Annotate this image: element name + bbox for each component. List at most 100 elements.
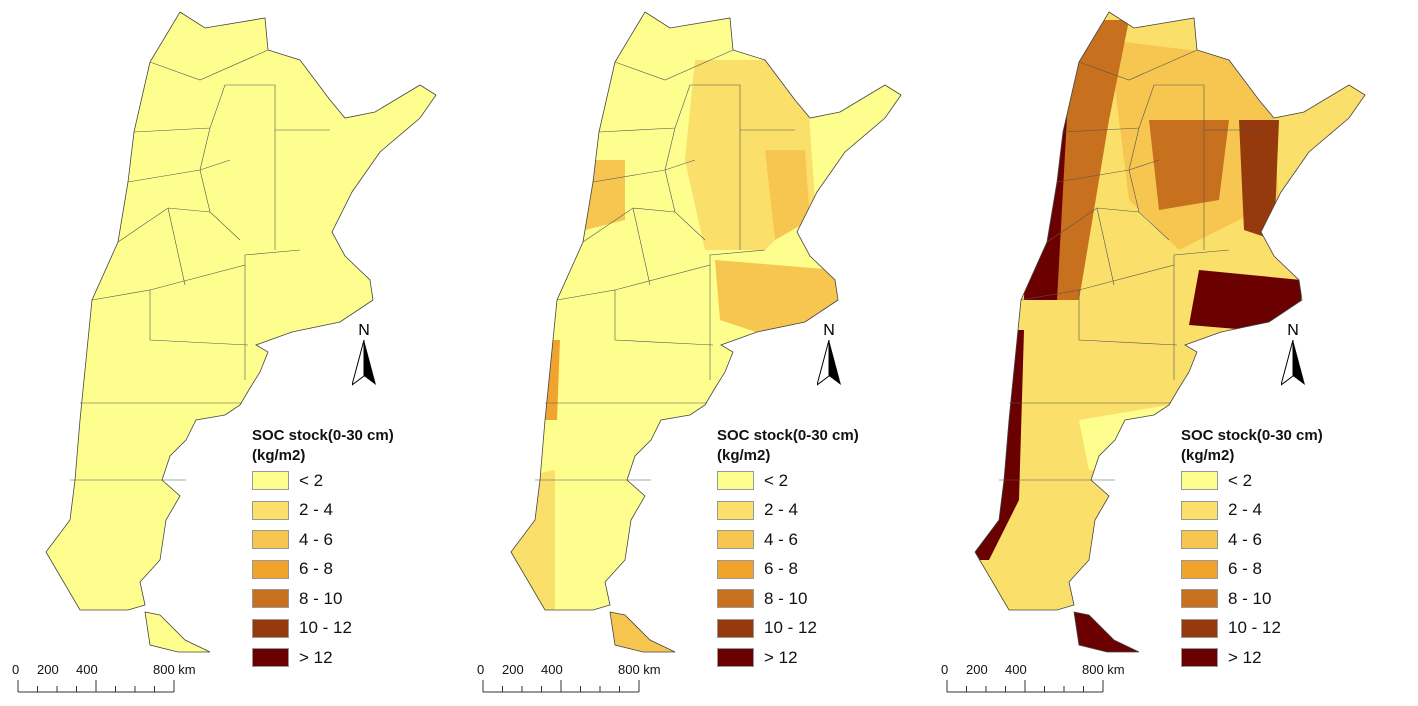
legend-item: 10 - 12 <box>252 614 452 644</box>
legend-swatch <box>717 618 754 638</box>
north-arrow-icon <box>351 339 376 387</box>
soc-region <box>1239 120 1279 240</box>
scale-bar: 0 200 400 800 km <box>8 660 228 700</box>
province-boundary <box>167 207 186 286</box>
scale-label: 0 <box>477 662 485 677</box>
north-arrow: N <box>351 322 376 395</box>
scale-label: 200 <box>502 662 524 677</box>
legend-label: > 12 <box>764 647 798 667</box>
legend-units: (kg/m2) <box>717 447 771 464</box>
legend-swatch <box>1181 618 1218 638</box>
legend-label: 8 - 10 <box>764 588 808 608</box>
legend-label: 2 - 4 <box>764 500 799 520</box>
province-boundary <box>664 127 706 241</box>
soc-region <box>765 150 810 240</box>
scale-label: 400 <box>1005 662 1027 677</box>
scale-label: 800 km <box>618 662 661 677</box>
legend-title: SOC stock(0-30 cm) <box>1181 427 1323 444</box>
legend-item: 2 - 4 <box>717 496 917 526</box>
scale-label: 0 <box>12 662 20 677</box>
legend-swatch <box>252 559 289 579</box>
soc-region <box>715 260 837 335</box>
legend-swatch <box>252 618 289 638</box>
legend-item: 2 - 4 <box>1181 496 1381 526</box>
legend-item: 10 - 12 <box>1181 614 1381 644</box>
scale-label: 800 km <box>153 662 196 677</box>
scale-label: 0 <box>941 662 949 677</box>
scale-bar: 0 200 400 800 km <box>473 660 693 700</box>
legend-item: 10 - 12 <box>717 614 917 644</box>
legend-item: < 2 <box>717 466 917 496</box>
province-boundary <box>1062 84 1259 133</box>
legend-label: 6 - 8 <box>764 559 799 579</box>
legend-swatch <box>1181 471 1218 491</box>
province-boundary <box>1128 127 1170 241</box>
legend-label: < 2 <box>764 470 789 490</box>
legend-label: 10 - 12 <box>764 618 817 638</box>
soc-region <box>1059 612 1144 652</box>
legend-label: 2 - 4 <box>299 500 334 520</box>
legend-item: < 2 <box>252 466 452 496</box>
legend-swatch <box>1181 589 1218 609</box>
legend-title: SOC stock(0-30 cm) <box>252 427 394 444</box>
scale-label: 200 <box>37 662 59 677</box>
legend-item: > 12 <box>1181 643 1381 673</box>
north-arrow: N <box>1280 322 1305 395</box>
legend-item: 4 - 6 <box>717 525 917 555</box>
province-boundary <box>1078 249 1230 291</box>
legend-title: SOC stock(0-30 cm) <box>717 427 859 444</box>
legend-swatch <box>717 530 754 550</box>
legend-swatch <box>252 500 289 520</box>
legend-swatch <box>717 648 754 668</box>
map-panel-3: N SOC stock(0-30 cm) (kg/m2) < 2 2 - 4 4 -… <box>929 0 1399 706</box>
argentina-map <box>510 11 902 653</box>
scale-label: 400 <box>76 662 98 677</box>
province-boundary <box>133 84 330 133</box>
legend-swatch <box>252 530 289 550</box>
north-label: N <box>1287 322 1299 339</box>
north-label: N <box>823 322 835 339</box>
legend-label: 4 - 6 <box>764 529 799 549</box>
legend-item: > 12 <box>252 643 452 673</box>
legend-swatch <box>717 471 754 491</box>
legend-swatch <box>252 589 289 609</box>
legend-label: < 2 <box>299 470 324 490</box>
scale-label: 200 <box>966 662 988 677</box>
legend-label: 8 - 10 <box>1228 588 1272 608</box>
legend-item: 2 - 4 <box>252 496 452 526</box>
province-boundary <box>199 127 241 241</box>
legend-label: 6 - 8 <box>1228 559 1263 579</box>
legend: SOC stock(0-30 cm) (kg/m2) < 2 2 - 4 4 - 6… <box>1181 426 1381 673</box>
north-arrow: N <box>816 322 841 395</box>
argentina-map <box>974 11 1366 653</box>
legend-label: > 12 <box>299 647 333 667</box>
legend: SOC stock(0-30 cm) (kg/m2) < 2 2 - 4 4 - 6… <box>717 426 917 673</box>
province-boundary <box>632 207 651 286</box>
soc-region <box>1189 270 1301 330</box>
legend-swatch <box>1181 559 1218 579</box>
legend-item: 4 - 6 <box>252 525 452 555</box>
province-boundary <box>1078 49 1198 81</box>
soc-region <box>1149 120 1229 210</box>
soc-region <box>511 470 555 610</box>
legend: SOC stock(0-30 cm) (kg/m2) < 2 2 - 4 4 - 6… <box>252 426 452 673</box>
legend-swatch <box>1181 530 1218 550</box>
tierra-del-fuego <box>145 612 210 652</box>
north-arrow-icon <box>1280 339 1305 387</box>
province-boundary <box>598 84 795 133</box>
legend-item: > 12 <box>717 643 917 673</box>
province-boundary <box>149 49 269 81</box>
north-arrow-icon <box>816 339 841 387</box>
legend-label: < 2 <box>1228 470 1253 490</box>
argentina-map <box>45 11 437 653</box>
province-boundary <box>614 49 734 81</box>
scale-label: 400 <box>541 662 563 677</box>
legend-swatch <box>717 559 754 579</box>
legend-item: 4 - 6 <box>1181 525 1381 555</box>
legend-item: 8 - 10 <box>1181 584 1381 614</box>
legend-item: 6 - 8 <box>1181 555 1381 585</box>
province-boundary <box>149 249 301 291</box>
legend-label: 6 - 8 <box>299 559 334 579</box>
legend-label: > 12 <box>1228 647 1262 667</box>
legend-item: < 2 <box>1181 466 1381 496</box>
